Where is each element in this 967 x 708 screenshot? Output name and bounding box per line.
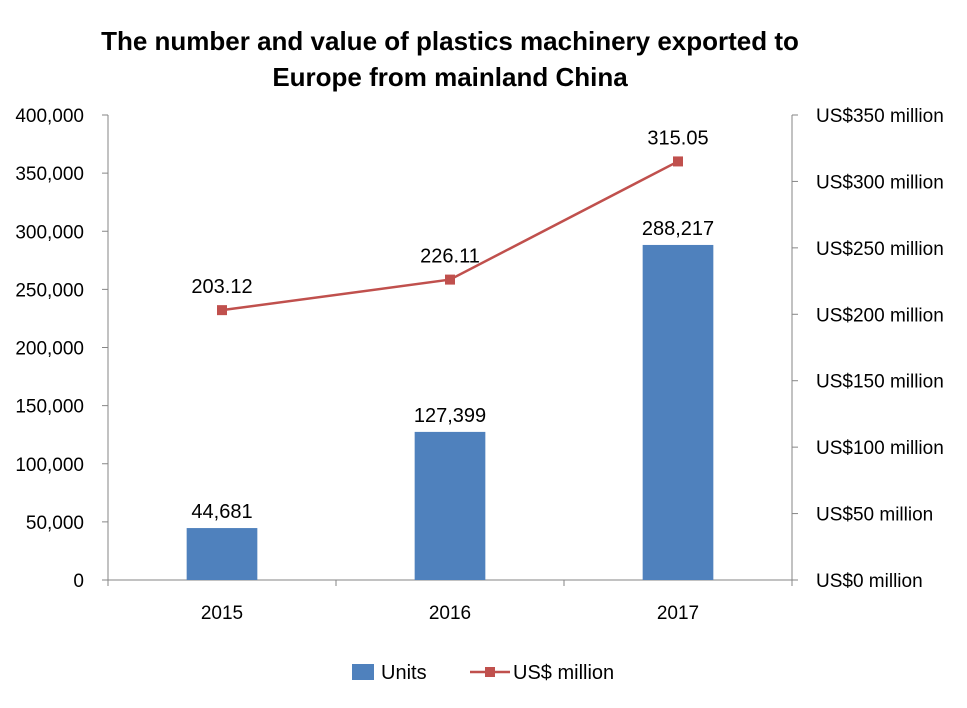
chart-title-line-1: The number and value of plastics machine… xyxy=(101,26,799,56)
right-tick-label: US$300 million xyxy=(816,172,944,193)
line-data-label: 203.12 xyxy=(191,276,252,298)
line-data-label: 226.11 xyxy=(420,246,480,268)
legend-label-units: Units xyxy=(381,662,427,684)
left-tick-label: 200,000 xyxy=(15,339,84,360)
legend-marker-usd xyxy=(485,667,495,677)
bar-data-label: 288,217 xyxy=(642,218,714,240)
plot-area: 0 50,000 100,000 150,000 200,000 250,000 300,0… xyxy=(15,106,943,624)
bar-data-label: 44,681 xyxy=(191,501,252,523)
left-tick-label: 50,000 xyxy=(26,513,84,534)
legend-swatch-units xyxy=(352,664,374,680)
x-tick-label: 2015 xyxy=(201,603,243,624)
left-tick-label: 300,000 xyxy=(15,222,84,243)
line-data-label: 315.05 xyxy=(647,127,708,149)
bar-data-label: 127,399 xyxy=(414,405,486,427)
line-point-2016 xyxy=(445,274,455,285)
legend-label-usd: US$ million xyxy=(513,662,614,684)
bar-units-2017 xyxy=(642,244,714,580)
chart-title-line-2: Europe from mainland China xyxy=(272,62,628,92)
x-tick-label: 2016 xyxy=(429,603,471,624)
left-tick-label: 400,000 xyxy=(15,106,84,127)
left-tick-label: 350,000 xyxy=(15,164,84,185)
legend: Units US$ million xyxy=(352,662,614,684)
left-tick-label: 150,000 xyxy=(15,397,84,418)
line-point-2017 xyxy=(673,156,683,167)
right-tick-label: US$350 million xyxy=(816,106,944,127)
right-tick-label: US$150 million xyxy=(816,372,944,393)
left-tick-label: 0 xyxy=(73,571,84,592)
bar-units-2015 xyxy=(186,528,258,580)
bar-units-2016 xyxy=(414,431,486,580)
right-tick-label: US$200 million xyxy=(816,305,944,326)
right-tick-label: US$100 million xyxy=(816,438,944,459)
left-tick-label: 250,000 xyxy=(15,280,84,301)
x-tick-label: 2017 xyxy=(657,603,699,624)
left-tick-label: 100,000 xyxy=(15,455,84,476)
right-tick-label: US$250 million xyxy=(816,239,944,260)
right-tick-label: US$0 million xyxy=(816,571,923,592)
right-tick-label: US$50 million xyxy=(816,505,933,526)
line-point-2015 xyxy=(217,305,227,316)
line-usd-million xyxy=(221,160,679,312)
